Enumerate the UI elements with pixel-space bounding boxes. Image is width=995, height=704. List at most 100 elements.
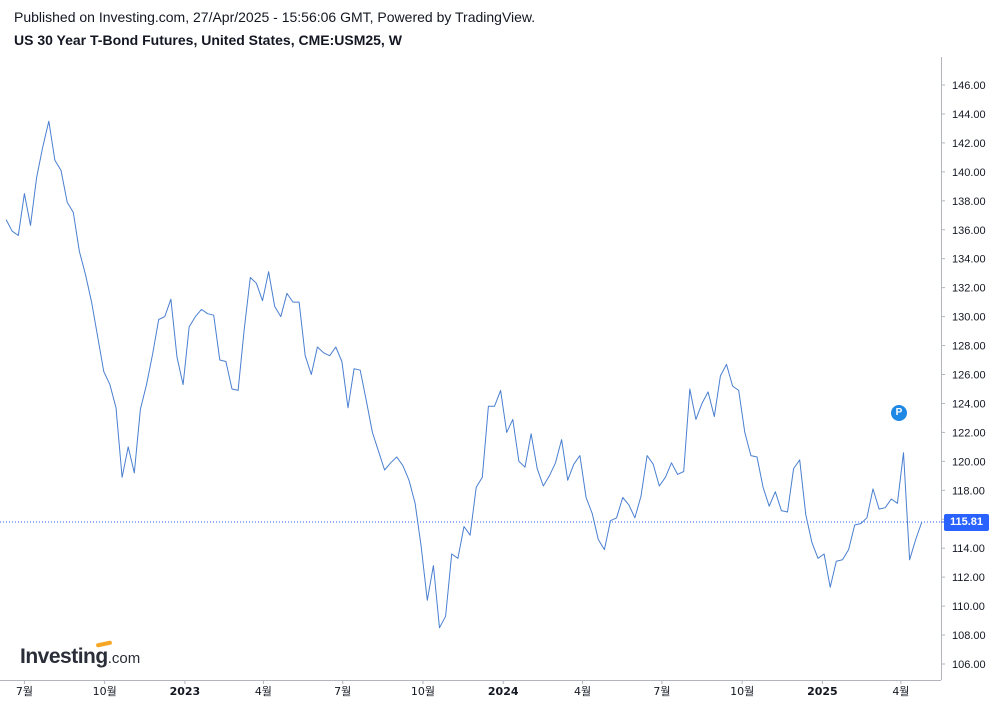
y-tick-label: 142.00 — [952, 138, 986, 150]
data-point — [323, 352, 324, 353]
data-point — [732, 386, 733, 387]
data-point — [604, 549, 605, 550]
data-point — [891, 498, 892, 499]
logo-suffix: .com — [107, 650, 141, 667]
data-point — [238, 390, 239, 391]
x-tick-label: 10월 — [93, 685, 117, 698]
data-point — [567, 480, 568, 481]
chart-title: US 30 Year T-Bond Futures, United States… — [14, 32, 402, 48]
data-point — [665, 477, 666, 478]
data-point — [122, 477, 123, 478]
last-price-tag: 115.81 — [944, 514, 989, 531]
data-point — [427, 600, 428, 601]
data-point — [170, 299, 171, 300]
data-point — [720, 375, 721, 376]
y-tick-label: 140.00 — [952, 167, 986, 179]
data-point — [518, 461, 519, 462]
data-point — [543, 485, 544, 486]
data-point — [396, 456, 397, 457]
published-info: Published on Investing.com, 27/Apr/2025 … — [14, 9, 536, 25]
data-point — [164, 316, 165, 317]
data-point — [366, 400, 367, 401]
data-point — [476, 487, 477, 488]
data-point — [793, 468, 794, 469]
y-tick-label: 146.00 — [952, 80, 986, 92]
data-point — [360, 370, 361, 371]
data-point — [152, 354, 153, 355]
data-point — [250, 277, 251, 278]
data-point — [921, 521, 922, 522]
data-point — [531, 433, 532, 434]
data-point — [903, 452, 904, 453]
data-point — [866, 517, 867, 518]
data-point — [262, 300, 263, 301]
data-point — [195, 316, 196, 317]
data-point — [79, 251, 80, 252]
data-point — [622, 497, 623, 498]
data-point — [506, 432, 507, 433]
data-point — [213, 315, 214, 316]
data-point — [433, 565, 434, 566]
data-point — [207, 313, 208, 314]
chart-axes — [0, 57, 942, 681]
data-point — [897, 503, 898, 504]
data-point — [73, 212, 74, 213]
investing-logo[interactable]: Investing.com — [20, 645, 140, 669]
data-point — [872, 488, 873, 489]
y-tick-label: 134.00 — [952, 254, 986, 266]
data-point — [854, 524, 855, 525]
data-point — [830, 587, 831, 588]
data-point — [268, 271, 269, 272]
data-point — [787, 511, 788, 512]
data-point — [463, 526, 464, 527]
data-point — [653, 464, 654, 465]
data-point — [714, 416, 715, 417]
data-point — [695, 419, 696, 420]
data-point — [354, 368, 355, 369]
x-tick-label: 7월 — [653, 685, 670, 698]
data-point — [811, 542, 812, 543]
logo-brand: Investing — [20, 645, 108, 668]
x-tick-label: 4월 — [574, 685, 591, 698]
data-point — [836, 561, 837, 562]
data-point — [842, 559, 843, 560]
data-point — [42, 147, 43, 148]
series-group[interactable] — [5, 120, 923, 629]
data-point — [671, 462, 672, 463]
data-point — [341, 361, 342, 362]
y-tick-label: 124.00 — [952, 398, 986, 410]
data-point — [85, 274, 86, 275]
data-point — [799, 459, 800, 460]
data-point — [109, 384, 110, 385]
data-point — [628, 504, 629, 505]
data-point — [140, 409, 141, 410]
data-point — [189, 326, 190, 327]
data-point — [421, 546, 422, 547]
x-tick-label: 2024 — [488, 685, 519, 698]
data-point — [634, 517, 635, 518]
y-tick-label: 114.00 — [952, 543, 985, 555]
data-point — [305, 355, 306, 356]
y-tick-label: 130.00 — [952, 312, 986, 324]
data-point — [885, 507, 886, 508]
data-point — [769, 506, 770, 507]
data-point — [561, 439, 562, 440]
data-point — [701, 403, 702, 404]
data-point — [500, 390, 501, 391]
data-point — [103, 371, 104, 372]
data-point — [146, 384, 147, 385]
data-point — [372, 432, 373, 433]
data-point — [726, 364, 727, 365]
x-tick-label: 4월 — [892, 685, 909, 698]
data-point — [36, 177, 37, 178]
data-point — [115, 407, 116, 408]
data-point — [54, 160, 55, 161]
y-tick-label: 128.00 — [952, 341, 986, 353]
x-axis-ticks: 7월 10월 2023 4월 7월 10월 2024 4월 7월 10월 2025 4월 — [16, 680, 909, 698]
y-tick-label: 132.00 — [952, 283, 986, 295]
data-point — [12, 231, 13, 232]
p-marker-badge[interactable]: P — [891, 405, 907, 421]
data-point — [378, 451, 379, 452]
data-point — [775, 491, 776, 492]
